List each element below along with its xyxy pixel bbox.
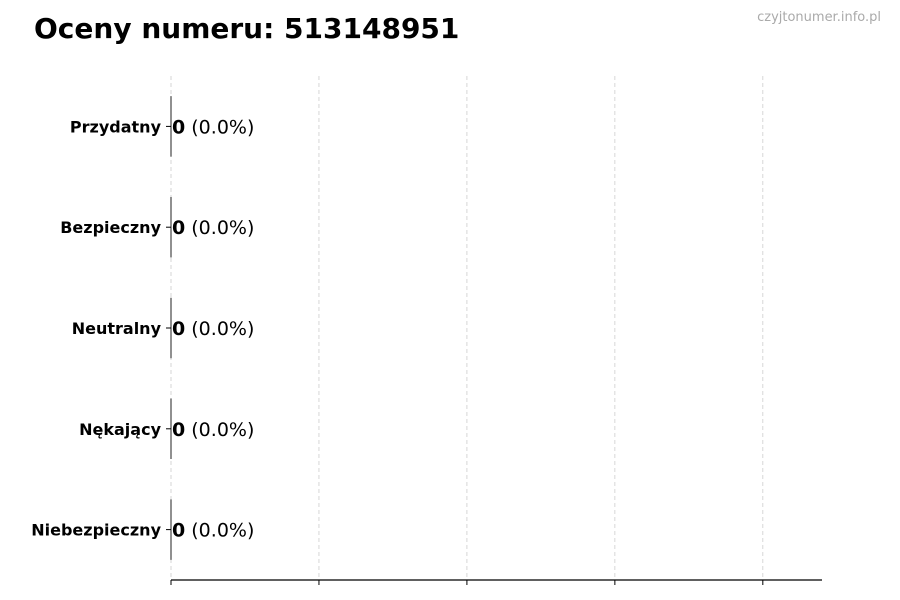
y-tick-label: Przydatny <box>70 117 162 136</box>
y-tick-label: Nękający <box>79 420 161 439</box>
chart-title: Oceny numeru: 513148951 <box>34 12 460 45</box>
data-label-pct: (0.0%) <box>185 318 254 340</box>
data-label: 0 (0.0%) <box>172 116 254 138</box>
data-label: 0 (0.0%) <box>172 419 254 441</box>
data-label-count: 0 <box>172 520 185 542</box>
y-tick-label: Bezpieczny <box>60 218 161 237</box>
data-label: 0 (0.0%) <box>172 520 254 542</box>
y-tick-label: Neutralny <box>72 319 162 338</box>
data-label-pct: (0.0%) <box>185 520 254 542</box>
data-label-count: 0 <box>172 318 185 340</box>
data-label: 0 (0.0%) <box>172 217 254 239</box>
data-label-pct: (0.0%) <box>185 116 254 138</box>
y-tick-label: Niebezpieczny <box>31 521 161 540</box>
data-label-pct: (0.0%) <box>185 419 254 441</box>
watermark: czyjtonumer.info.pl <box>757 10 881 25</box>
data-label-count: 0 <box>172 116 185 138</box>
data-label-pct: (0.0%) <box>185 217 254 239</box>
data-label-count: 0 <box>172 217 185 239</box>
data-label: 0 (0.0%) <box>172 318 254 340</box>
data-label-count: 0 <box>172 419 185 441</box>
